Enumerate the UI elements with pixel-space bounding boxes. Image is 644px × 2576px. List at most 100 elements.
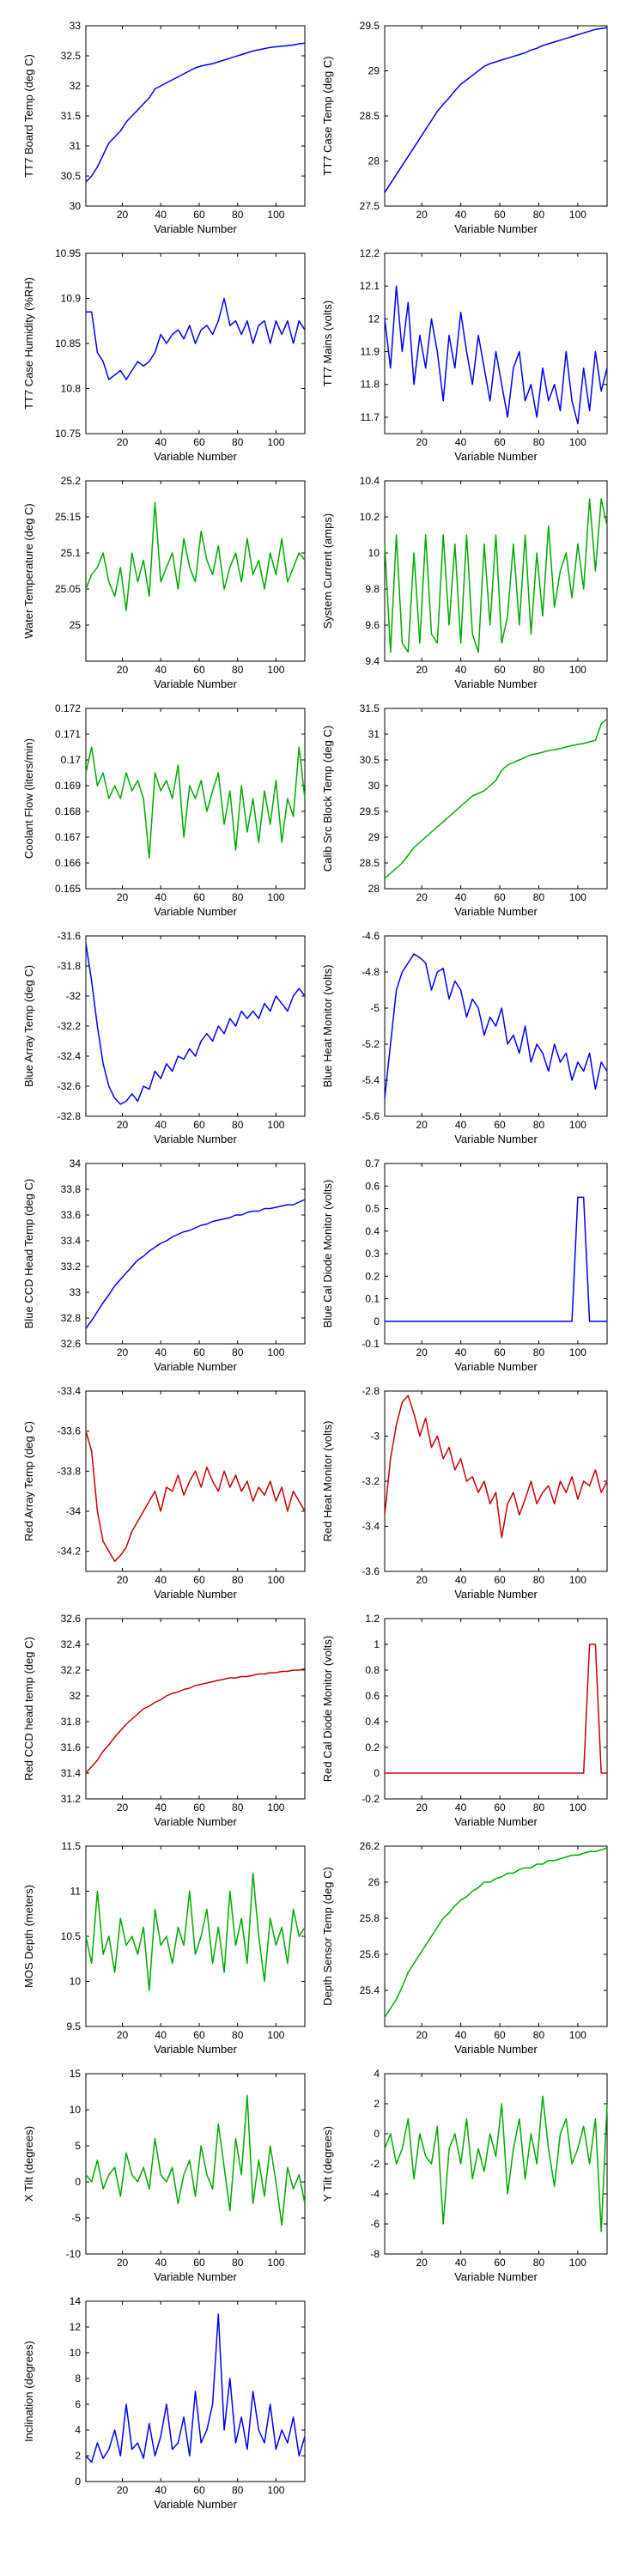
- x-tick-label: 40: [155, 1801, 167, 1814]
- y-tick-label: 31.5: [61, 110, 82, 122]
- x-tick-label: 80: [232, 1119, 244, 1131]
- y-tick-label: 28: [368, 155, 380, 167]
- y-tick-label: 0: [374, 1315, 380, 1327]
- y-tick-label: 32.5: [61, 50, 82, 62]
- x-tick-label: 20: [416, 664, 428, 676]
- x-tick-label: 40: [155, 1346, 167, 1358]
- chart-panel-14: 20 40 60 80 100 -3.6 -3.4 -3.2 -3 -2.8 Variable Nu…: [321, 1385, 608, 1601]
- chart-panel-2: 20 40 60 80 100 27.5 28 28.5 29 29.5 Variable Numb…: [321, 20, 608, 235]
- y-tick-label: 31: [368, 728, 380, 740]
- x-axis-label: Variable Number: [454, 677, 538, 690]
- y-tick-label: 0.172: [55, 702, 81, 714]
- x-tick-label: 80: [232, 1801, 244, 1814]
- y-tick-label: 0.7: [365, 1157, 380, 1170]
- y-axis-label: Water Temperature (deg C): [22, 503, 35, 639]
- y-tick-label: 9.4: [365, 655, 380, 667]
- x-tick-label: 20: [117, 1801, 129, 1814]
- x-axis-label: Variable Number: [154, 1360, 237, 1373]
- x-axis-label: Variable Number: [454, 1133, 538, 1145]
- x-tick-label: 40: [455, 436, 467, 448]
- x-tick-label: 60: [494, 209, 506, 221]
- x-tick-label: 20: [117, 209, 129, 221]
- y-tick-label: 0.169: [55, 780, 81, 792]
- y-tick-label: 33.8: [61, 1183, 82, 1195]
- x-tick-label: 60: [494, 664, 506, 676]
- y-tick-label: -32.2: [58, 1020, 82, 1032]
- x-tick-label: 60: [494, 1119, 506, 1131]
- x-axis-label: Variable Number: [454, 1360, 538, 1373]
- series-line: [85, 501, 306, 611]
- x-tick-label: 80: [232, 436, 244, 448]
- series-line: [85, 1668, 306, 1774]
- y-tick-label: 0.171: [55, 728, 81, 740]
- y-tick-label: 10.9: [61, 293, 82, 305]
- series-line: [384, 1847, 608, 2018]
- y-tick-label: 0.4: [365, 1225, 380, 1237]
- x-tick-label: 40: [455, 209, 467, 221]
- plot-frame: [384, 708, 608, 890]
- x-tick-label: 40: [455, 2029, 467, 2041]
- y-tick-label: 32.6: [61, 1613, 82, 1625]
- x-tick-label: 80: [533, 1574, 545, 1586]
- x-tick-label: 100: [569, 2029, 586, 2041]
- y-tick-label: 30: [368, 780, 380, 792]
- x-tick-label: 80: [232, 664, 244, 676]
- series-line: [385, 1196, 607, 1322]
- x-tick-label: 20: [416, 1574, 428, 1586]
- y-tick-label: -32.4: [58, 1050, 82, 1062]
- y-tick-label: 9.5: [66, 2020, 81, 2032]
- y-tick-label: 2: [374, 2098, 380, 2110]
- y-tick-label: 31: [70, 140, 82, 152]
- series-line: [384, 2095, 608, 2233]
- y-tick-label: -0.2: [361, 1793, 380, 1805]
- x-tick-label: 60: [193, 891, 205, 903]
- x-axis-label: Variable Number: [154, 677, 237, 690]
- y-tick-label: 33.4: [61, 1235, 82, 1247]
- y-tick-label: 25.15: [55, 511, 81, 523]
- x-tick-label: 20: [416, 1801, 428, 1814]
- y-tick-label: 30: [70, 200, 82, 212]
- x-tick-label: 100: [267, 1574, 284, 1586]
- y-tick-label: -32.6: [58, 1080, 82, 1092]
- y-axis-label: Red Cal Diode Monitor (volts): [321, 1636, 334, 1783]
- y-tick-label: 31.5: [360, 702, 380, 714]
- y-tick-label: 28: [368, 883, 380, 895]
- y-axis-label: MOS Depth (meters): [22, 1885, 35, 1988]
- y-tick-label: 32: [70, 1690, 82, 1702]
- y-tick-label: -4.6: [361, 930, 380, 942]
- y-tick-label: 33.6: [61, 1209, 82, 1221]
- y-axis-label: Red Heat Monitor (volts): [321, 1421, 334, 1542]
- y-axis-label: Blue Heat Monitor (volts): [321, 964, 334, 1087]
- x-tick-label: 20: [117, 2484, 129, 2496]
- y-tick-label: 12.1: [360, 280, 380, 292]
- y-axis-label: Red Array Temp (deg C): [22, 1421, 35, 1541]
- y-tick-label: 30.5: [360, 754, 380, 766]
- y-tick-label: 10.75: [55, 428, 81, 440]
- y-tick-label: 9.8: [365, 583, 380, 595]
- x-tick-label: 80: [232, 209, 244, 221]
- chart-panel-20: 20 40 60 80 100 -8 -6 -4 -2 0 2 4 Variable Number Y T…: [321, 2068, 608, 2283]
- y-tick-label: 4: [374, 2068, 380, 2080]
- y-tick-label: 12: [70, 2321, 82, 2333]
- x-tick-label: 40: [155, 1574, 167, 1586]
- x-axis-label: Variable Number: [454, 2043, 538, 2056]
- y-tick-label: 33: [70, 20, 82, 32]
- x-tick-label: 100: [267, 664, 284, 676]
- y-tick-label: 0: [374, 2128, 380, 2140]
- series-line: [384, 285, 608, 425]
- x-tick-label: 20: [416, 2029, 428, 2041]
- chart-panel-13: 20 40 60 80 100 -34.2 -34 -33.8 -33.6 -33.4 Variab…: [22, 1385, 306, 1601]
- series-line: [384, 1394, 608, 1539]
- y-axis-label: X Tilt (degrees): [22, 2126, 35, 2202]
- y-tick-label: 10.4: [360, 475, 380, 487]
- x-tick-label: 20: [117, 1119, 129, 1131]
- y-tick-label: 25.8: [360, 1912, 380, 1924]
- y-tick-label: 5: [75, 2140, 81, 2152]
- chart-panel-3: 20 40 60 80 100 10.75 10.8 10.85 10.9 10.95 Variab…: [22, 247, 306, 463]
- x-axis-label: Variable Number: [454, 222, 538, 235]
- x-tick-label: 40: [155, 209, 167, 221]
- y-tick-label: 25.6: [360, 1948, 380, 1960]
- y-tick-label: 0.1: [365, 1293, 380, 1305]
- chart-panel-7: 20 40 60 80 100 0.165 0.166 0.167 0.168 0.169 0.17…: [22, 702, 306, 918]
- y-axis-label: Blue CCD Head Temp (deg C): [22, 1179, 35, 1329]
